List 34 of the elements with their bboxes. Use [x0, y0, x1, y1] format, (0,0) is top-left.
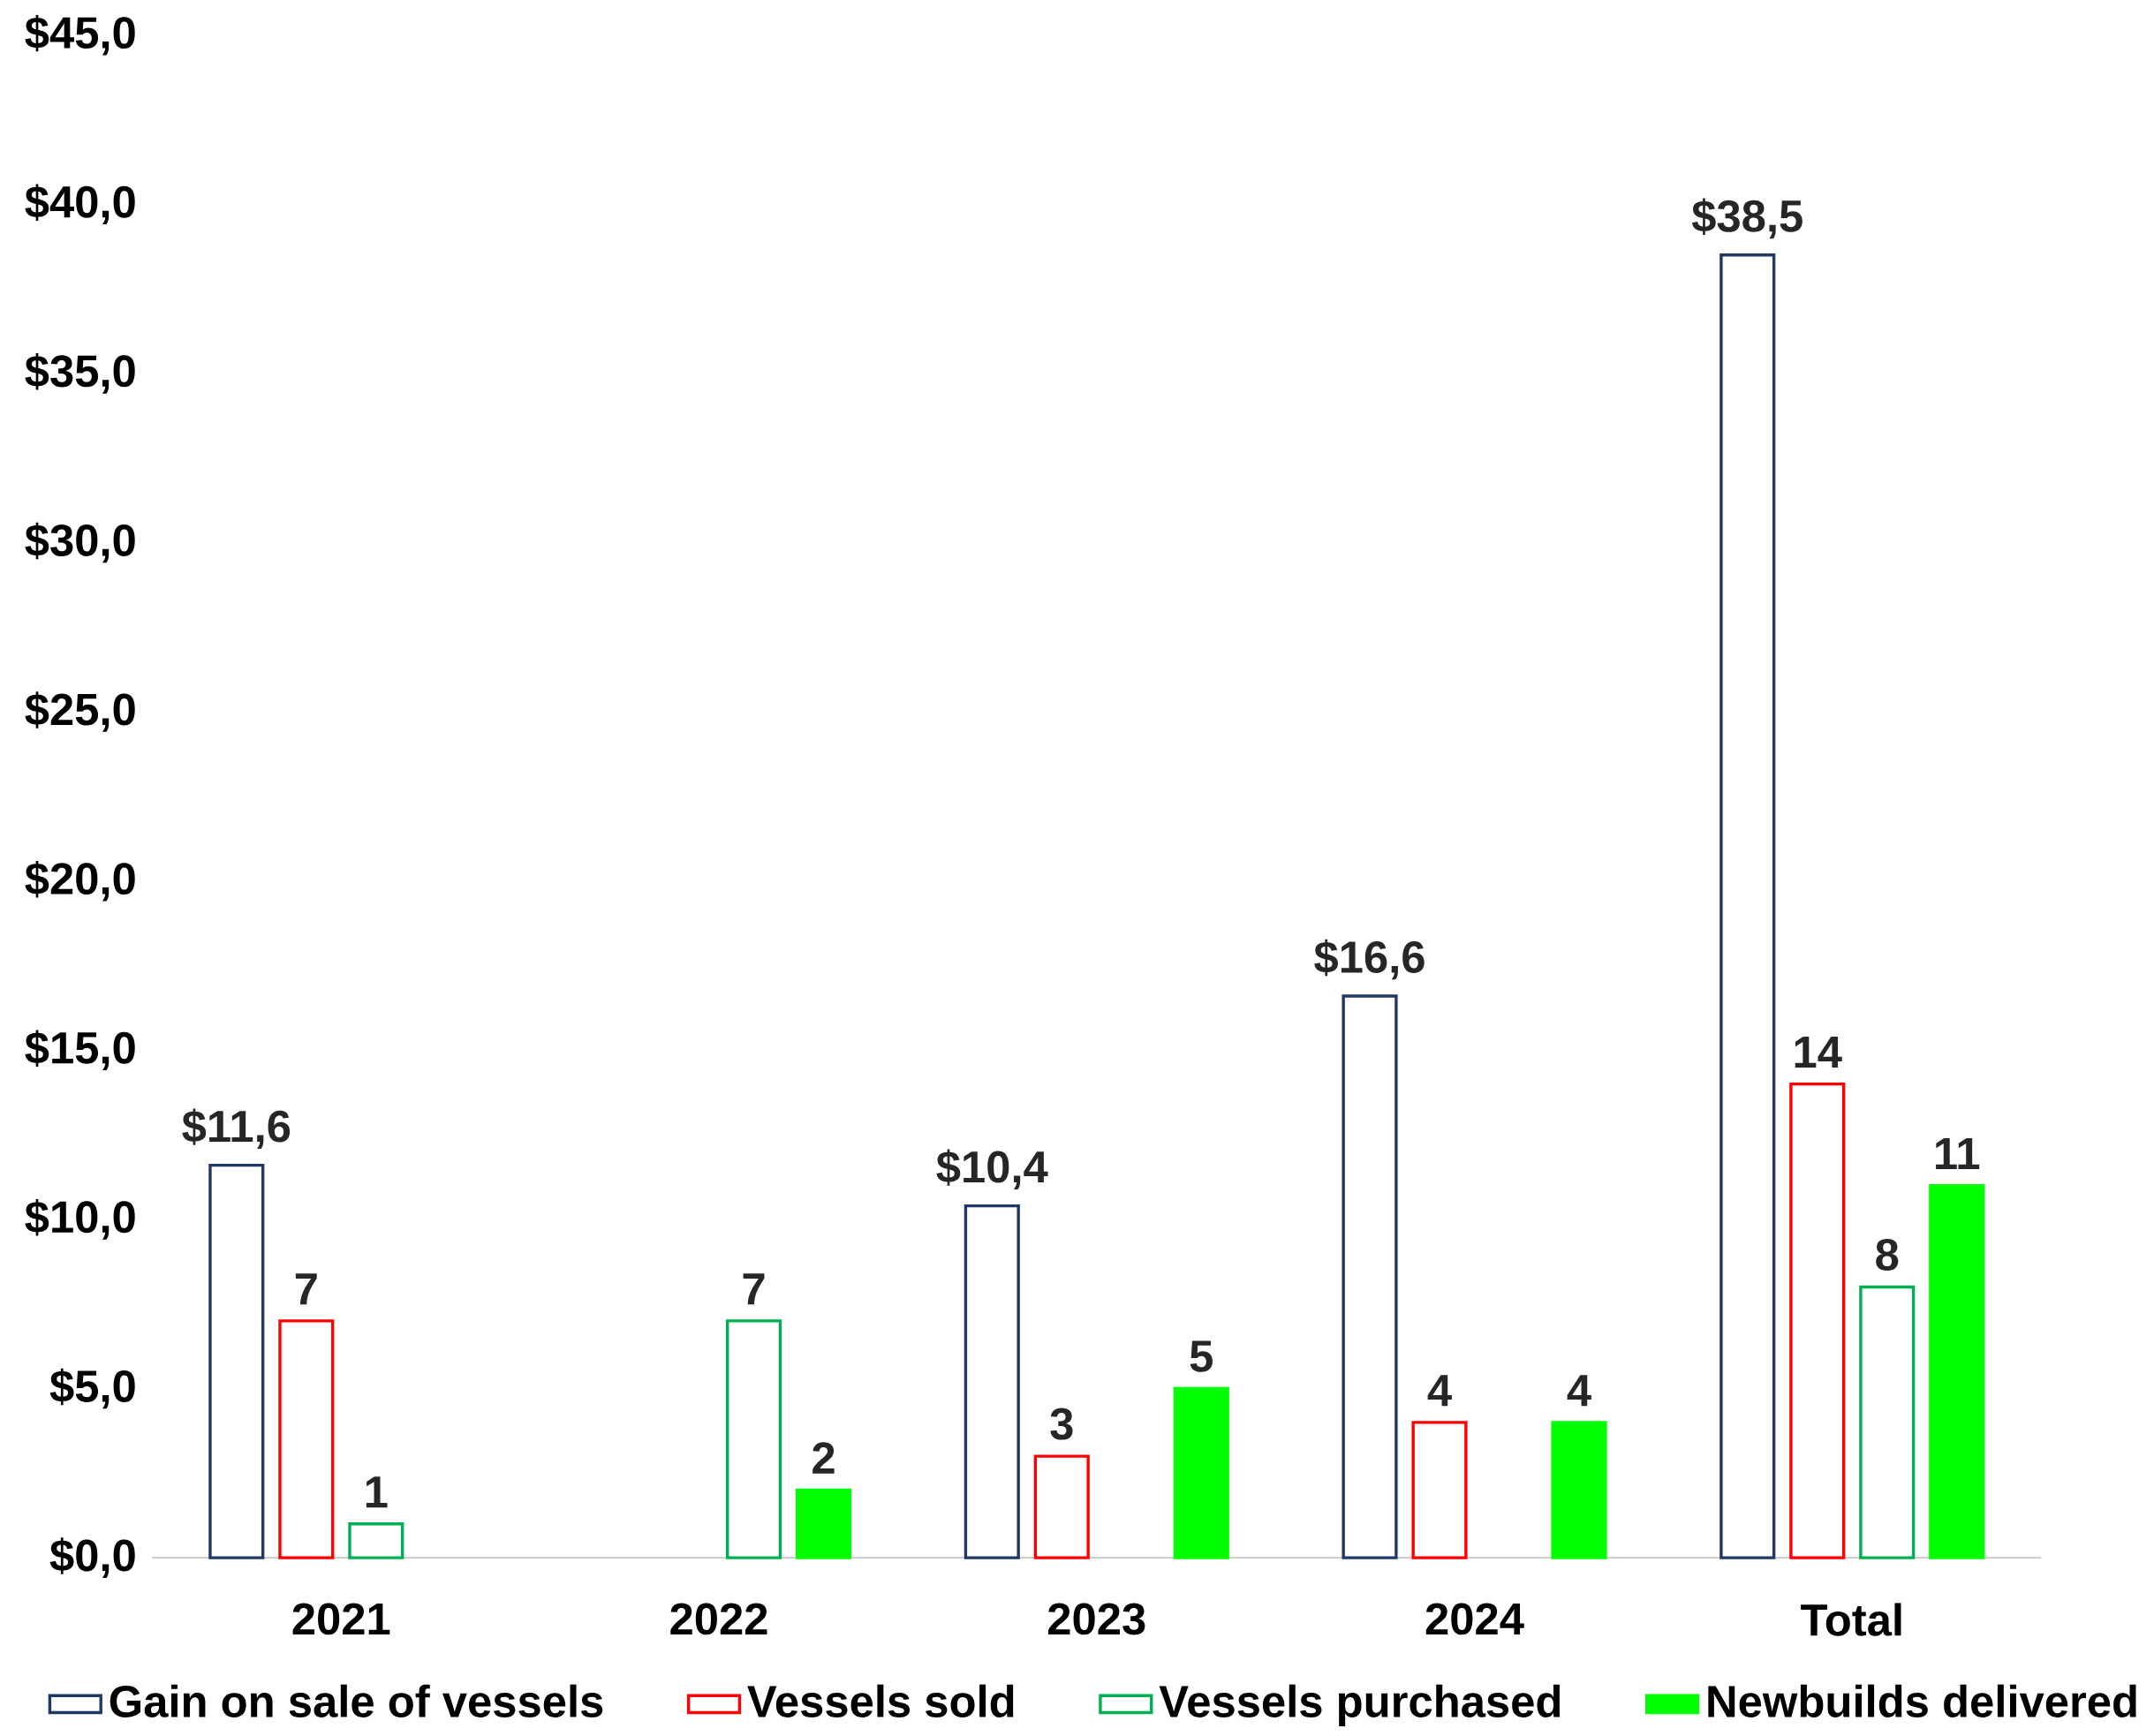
data-label: 3 — [1050, 1408, 1073, 1440]
data-label: $11,6 — [182, 1108, 291, 1150]
y-tick-label: $15,0 — [25, 1030, 135, 1071]
data-label: 1 — [366, 1476, 388, 1508]
data-label: $16,6 — [1314, 939, 1425, 980]
data-label: 7 — [743, 1273, 765, 1305]
x-tick-label: 2023 — [1048, 1603, 1145, 1635]
legend-label: Vessels purchased — [1159, 1684, 1561, 1727]
y-tick-label: $35,0 — [25, 353, 135, 394]
data-label: 4 — [1427, 1375, 1452, 1407]
data-label: 4 — [1567, 1375, 1591, 1407]
data-label: 14 — [1795, 1037, 1842, 1068]
legend-label: Newbuilds delivered — [1708, 1684, 2136, 1718]
x-tick-label: 2021 — [292, 1603, 390, 1635]
x-tick-label: Total — [1801, 1603, 1901, 1636]
x-tick-label: 2022 — [670, 1603, 767, 1635]
data-label: $10,4 — [936, 1149, 1048, 1190]
data-label: 8 — [1876, 1239, 1899, 1272]
data-label: $38,5 — [1691, 198, 1803, 239]
legend-label: Vessels sold — [747, 1684, 1014, 1718]
y-tick-label: $40,0 — [25, 184, 135, 225]
legend-label: Gain on sale of vessels — [110, 1684, 603, 1718]
y-tick-label: $45,0 — [25, 15, 135, 56]
data-label: 5 — [1190, 1340, 1213, 1373]
y-tick-label: $30,0 — [25, 522, 135, 563]
data-label: 2 — [812, 1442, 835, 1475]
data-label: 11 — [1936, 1138, 1980, 1170]
y-tick-label: $5,0 — [49, 1368, 135, 1409]
data-label: 7 — [295, 1273, 317, 1305]
y-tick-label: $25,0 — [25, 691, 135, 733]
y-tick-label: $0,0 — [49, 1537, 135, 1579]
y-tick-label: $20,0 — [25, 861, 135, 902]
y-tick-label: $10,0 — [25, 1199, 135, 1240]
x-tick-label: 2024 — [1425, 1603, 1524, 1635]
